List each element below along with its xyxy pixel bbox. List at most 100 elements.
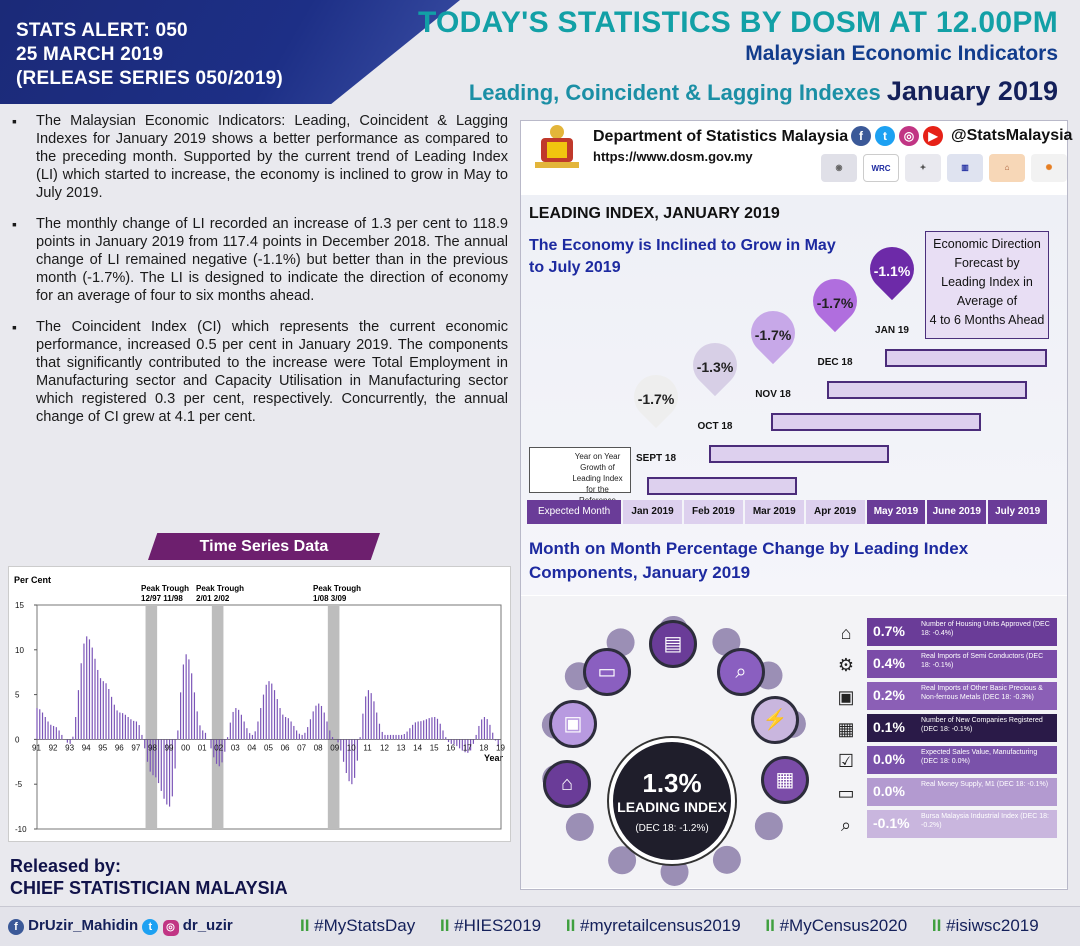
x-tick-label: 11 (363, 743, 372, 752)
hashtag[interactable]: #HIES2019 (440, 916, 541, 935)
instagram-icon[interactable]: ◎ (162, 920, 179, 936)
li-center-label: LEADING INDEX (617, 799, 727, 815)
magnifier-chart-icon: ⌕ (717, 648, 765, 696)
youtube-icon[interactable]: ▶ (923, 126, 943, 146)
facebook-icon[interactable]: f (8, 919, 24, 935)
y-tick-label: -5 (15, 780, 23, 789)
alert-number: STATS ALERT: 050 (16, 20, 188, 41)
hashtag[interactable]: #myretailcensus2019 (566, 916, 741, 935)
pin-month: JAN 19 (875, 325, 909, 336)
x-tick-label: 94 (82, 743, 91, 752)
pin-value: -1.7% (637, 391, 675, 407)
step-bar (647, 477, 797, 495)
component-desc: Bursa Malaysia Industrial Index (DEC 18:… (921, 813, 1049, 829)
y-tick-label: 10 (15, 646, 24, 655)
chip-icon: ⚙ (837, 655, 855, 675)
y-axis-label: Per Cent (14, 575, 51, 585)
hashtag[interactable]: #MyCensus2020 (765, 916, 907, 935)
x-tick-label: 95 (98, 743, 107, 752)
component-row: ▦ 0.1% Number of New Companies Registere… (831, 714, 1057, 742)
forecast-line: Leading Index in (941, 275, 1033, 289)
house-icon: ⌂ (840, 623, 852, 643)
magnifier-chart-icon: ⌕ (840, 815, 852, 835)
alert-banner: STATS ALERT: 050 25 MARCH 2019 (RELEASE … (0, 0, 460, 104)
pin-value: -1.3% (696, 359, 734, 375)
recession-shade (327, 605, 340, 829)
wallet-icon: ▭ (837, 783, 855, 803)
component-desc: Number of Housing Units Approved (DEC 18… (921, 621, 1050, 637)
x-tick-label: 09 (330, 743, 339, 752)
summary-bullets: The Malaysian Economic Indicators: Leadi… (8, 112, 508, 439)
forecast-line: 4 to 6 Months Ahead (929, 313, 1045, 327)
pin-month: NOV 18 (755, 389, 791, 400)
malaysia-crest-icon (535, 125, 579, 168)
hashtag[interactable]: #MyStatsDay (300, 916, 415, 935)
twitter-handle[interactable]: dr_uzir (182, 917, 233, 934)
event-logos: ◉ WRC ✦ ▥ ⌂ ✺ (821, 154, 1067, 182)
house-icon: ⌂ (543, 760, 591, 808)
components-section: ▤ ▭ ⌕ ▣ ⚡ ⌂ ▦ 1.3% LEADING INDEX (DEC 18… (521, 596, 1067, 888)
facebook-icon[interactable]: f (851, 126, 871, 146)
y-tick-label: 15 (15, 601, 24, 610)
presentation-icon: ▤ (649, 620, 697, 668)
period-label: January 2019 (886, 76, 1058, 106)
hashtag[interactable]: #isiwsc2019 (932, 916, 1039, 935)
component-pct: 0.7% (873, 623, 905, 639)
step-bar (771, 413, 981, 431)
forecast-line: Economic Direction (933, 237, 1041, 251)
peak-trough-labels: Peak Trough 12/97 11/98 Peak Trough 2/01… (141, 584, 361, 603)
alert-date: 25 MARCH 2019 (16, 44, 164, 65)
header-titles: TODAY'S STATISTICS BY DOSM AT 12.00PM Ma… (418, 6, 1058, 107)
wallet-icon: ▭ (583, 648, 631, 696)
axis-month: July 2019 (988, 500, 1048, 524)
pin-value: -1.1% (873, 263, 911, 279)
bullet-1: The Malaysian Economic Indicators: Leadi… (8, 112, 508, 202)
axis-month: May 2019 (866, 500, 926, 524)
pin-value: -1.7% (816, 295, 854, 311)
component-pct: -0.1% (873, 815, 910, 831)
leading-index-section: LEADING INDEX, JANUARY 2019 The Economy … (521, 195, 1067, 595)
component-pct: 0.0% (873, 751, 905, 767)
step-bar (709, 445, 889, 463)
event-logo-icon: ✦ (905, 154, 941, 182)
sales-icon: ☑ (837, 751, 855, 771)
peak-trough-title: Peak Trough (313, 584, 361, 593)
twitter-icon[interactable]: t (142, 919, 159, 935)
plug-icon: ⚡ (751, 696, 799, 744)
instagram-icon[interactable]: ◎ (899, 126, 919, 146)
component-pct: 0.2% (873, 687, 905, 703)
component-pct: 0.4% (873, 655, 905, 671)
leading-index-subtitle: The Economy is Inclined to Grow in May t… (529, 237, 836, 276)
released-by-label: Released by: (10, 856, 122, 876)
component-row: ▣ 0.2% Real Imports of Other Basic Preci… (831, 682, 1057, 710)
forecast-box: Economic Direction Forecast by Leading I… (925, 231, 1049, 339)
peak-trough-dates: 12/97 11/98 (141, 594, 183, 603)
dept-handle[interactable]: @StatsMalaysia (951, 127, 1073, 144)
component-row: ☑ 0.0% Expected Sales Value, Manufacturi… (831, 746, 1057, 774)
pin-month: SEPT 18 (635, 453, 677, 464)
peak-trough-title: Peak Trough (141, 584, 189, 593)
hashtags: #MyStatsDay #HIES2019 #myretailcensus201… (300, 916, 1059, 936)
dept-url[interactable]: https://www.dosm.gov.my (593, 149, 753, 164)
metal-icon: ▣ (837, 687, 855, 707)
peak-trough-dates: 1/08 3/09 (313, 594, 347, 603)
axis-month: Mar 2019 (744, 500, 804, 524)
x-tick-label: 12 (380, 743, 389, 752)
component-row: ⚙ 0.4% Real Imports of Semi Conductors (… (831, 650, 1057, 678)
pin-month: OCT 18 (697, 421, 733, 432)
axis-month: Feb 2019 (683, 500, 743, 524)
component-bar (867, 650, 1057, 678)
x-tick-label: 19 (496, 743, 505, 752)
components-list: ⌂ 0.7% Number of Housing Units Approved … (831, 618, 1057, 842)
facebook-handle[interactable]: DrUzir_Mahidin (28, 917, 139, 934)
expected-month-axis: Expected Month Jan 2019 Feb 2019 Mar 201… (527, 500, 1048, 524)
forecast-line: Forecast by (954, 256, 1020, 270)
component-bar (867, 746, 1057, 774)
event-logo-icon: ▥ (947, 154, 983, 182)
x-tick-label: 96 (115, 743, 124, 752)
twitter-icon[interactable]: t (875, 126, 895, 146)
x-tick-label: 99 (165, 743, 174, 752)
x-tick-label: 15 (430, 743, 439, 752)
step-bar (827, 381, 1027, 399)
component-desc: Real Money Supply, M1 (DEC 18: -0.1%) (921, 781, 1049, 788)
